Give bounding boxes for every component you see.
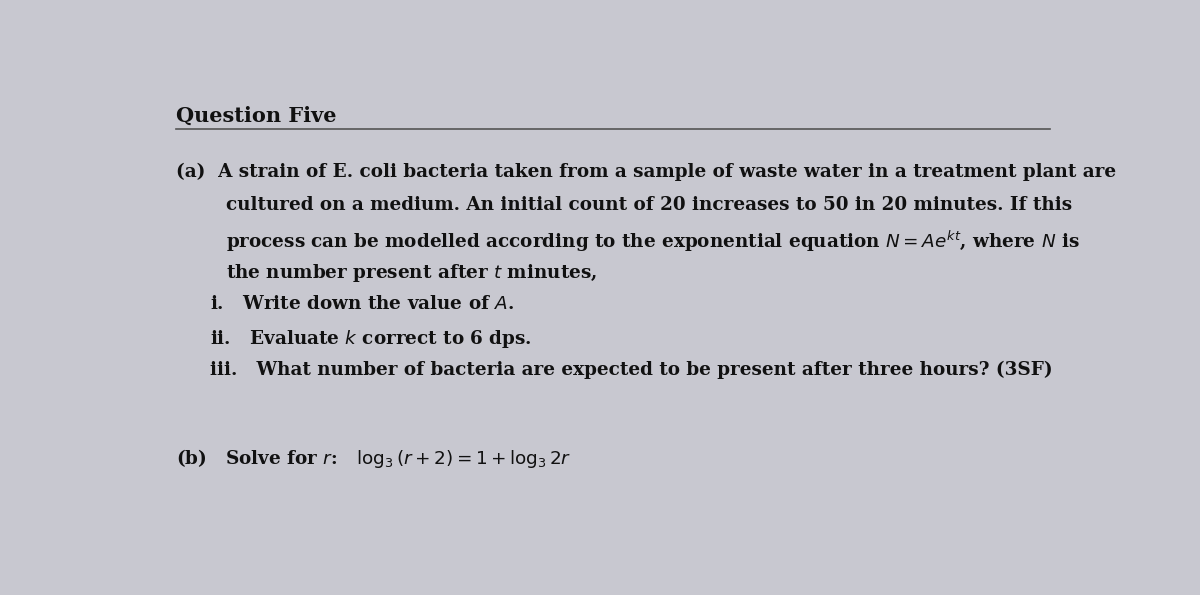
Text: cultured on a medium. An initial count of 20 increases to 50 in 20 minutes. If t: cultured on a medium. An initial count o… bbox=[227, 196, 1073, 214]
Text: ii.   Evaluate $k$ correct to 6 dps.: ii. Evaluate $k$ correct to 6 dps. bbox=[210, 328, 533, 350]
Text: (a)  A strain of E. coli bacteria taken from a sample of waste water in a treatm: (a) A strain of E. coli bacteria taken f… bbox=[176, 163, 1116, 181]
Text: (b)   Solve for $r$:   $\log_3(r + 2) = 1 + \log_3 2r$: (b) Solve for $r$: $\log_3(r + 2) = 1 + … bbox=[176, 447, 571, 470]
Text: iii.   What number of bacteria are expected to be present after three hours? (3S: iii. What number of bacteria are expecte… bbox=[210, 361, 1054, 379]
Text: Question Five: Question Five bbox=[176, 106, 336, 126]
Text: i.   Write down the value of $A$.: i. Write down the value of $A$. bbox=[210, 295, 515, 313]
Text: the number present after $t$ minutes,: the number present after $t$ minutes, bbox=[227, 262, 598, 284]
Text: process can be modelled according to the exponential equation $N = Ae^{kt}$, whe: process can be modelled according to the… bbox=[227, 229, 1080, 254]
